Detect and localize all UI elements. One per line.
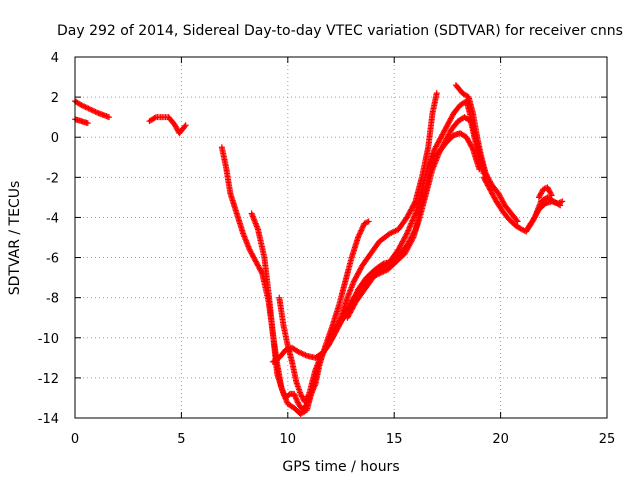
chart-title: Day 292 of 2014, Sidereal Day-to-day VTE…	[57, 23, 623, 39]
x-tick-label: 15	[386, 432, 403, 447]
series-track-3	[146, 114, 189, 137]
data-point	[182, 122, 189, 129]
data-point	[409, 235, 416, 242]
x-tick-label: 10	[280, 432, 297, 447]
x-tick-label: 20	[492, 432, 509, 447]
y-tick-label: -6	[46, 252, 59, 267]
series-track-8	[344, 98, 489, 321]
data-point	[151, 114, 158, 121]
data-point	[547, 191, 554, 198]
x-tick-label: 5	[177, 432, 185, 447]
x-tick-label: 0	[71, 432, 79, 447]
series-track-5	[248, 90, 440, 417]
series-track-10	[480, 174, 566, 235]
data-point	[365, 218, 372, 225]
y-tick-label: -2	[46, 171, 59, 186]
y-axis-label: SDTVAR / TECUs	[7, 181, 23, 296]
data-point	[530, 215, 537, 222]
data-point	[548, 192, 555, 199]
y-tick-label: -12	[38, 372, 59, 387]
y-tick-label: 2	[51, 91, 59, 106]
x-axis-label: GPS time / hours	[282, 459, 399, 475]
x-tick-label: 25	[599, 432, 616, 447]
y-tick-label: -4	[46, 211, 59, 226]
data-point	[305, 392, 312, 399]
y-tick-label: -8	[46, 292, 59, 307]
series-track-9	[452, 82, 521, 225]
data-point	[106, 114, 113, 121]
data-point	[364, 219, 371, 226]
data-point	[433, 90, 440, 97]
series-track-12	[535, 184, 555, 201]
x-tick-labels: 0 5 10 15 20 25	[71, 432, 615, 447]
series-track-11	[525, 194, 564, 231]
data-point	[557, 202, 564, 209]
y-tick-label: 4	[51, 51, 59, 66]
data-points	[72, 82, 566, 417]
data-point	[181, 123, 188, 130]
series-track-1	[72, 98, 113, 121]
data-point	[513, 217, 520, 224]
data-point	[84, 120, 91, 127]
y-tick-label: 0	[51, 131, 59, 146]
data-point	[559, 198, 566, 205]
y-tick-label: -14	[38, 412, 59, 427]
series-track-7	[276, 114, 487, 405]
data-point	[514, 218, 521, 225]
data-point	[403, 231, 410, 238]
y-tick-label: -10	[38, 332, 59, 347]
grid	[75, 57, 607, 418]
data-point	[555, 201, 562, 208]
y-tick-labels: -14 -12 -10 -8 -6 -4 -2 0 2 4	[38, 51, 59, 427]
axis-ticks	[74, 56, 608, 419]
plot-frame	[74, 56, 608, 419]
